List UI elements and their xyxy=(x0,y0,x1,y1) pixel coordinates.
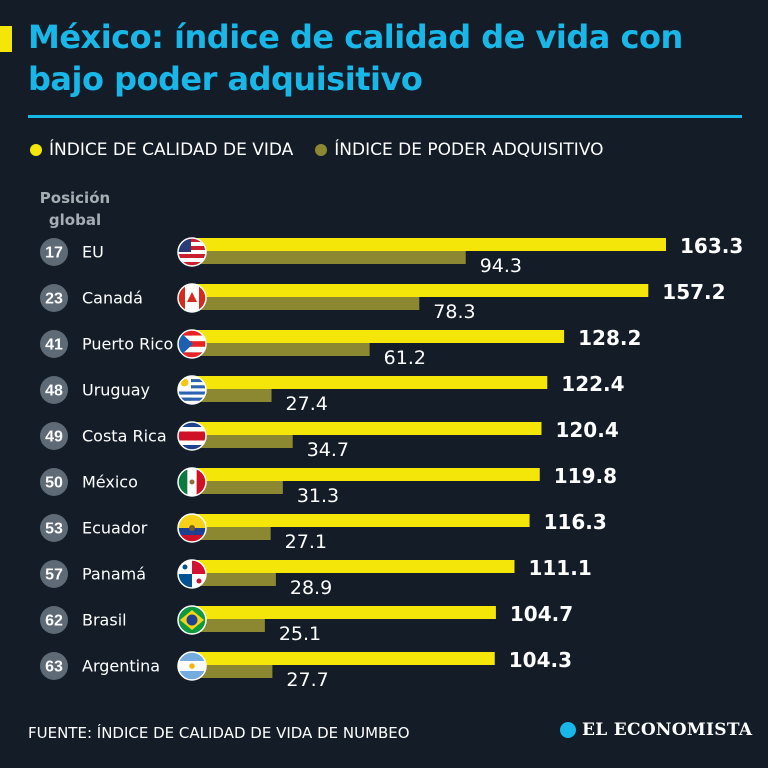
costa-rica-flag-icon xyxy=(177,421,207,451)
bar-quality xyxy=(192,652,495,665)
legend-dot-quality xyxy=(30,144,42,156)
bar-power xyxy=(192,251,466,264)
bar-quality xyxy=(192,238,666,251)
country-label: Puerto Rico xyxy=(82,335,173,354)
brand-icon xyxy=(560,722,576,738)
legend-dot-power xyxy=(315,144,328,156)
legend-label-quality: ÍNDICE DE CALIDAD DE VIDA xyxy=(49,140,294,160)
value-label-power: 31.3 xyxy=(297,485,339,507)
value-label-quality: 128.2 xyxy=(578,326,641,350)
rank-badge xyxy=(40,560,68,588)
rank-column-header: Posición global xyxy=(39,189,111,229)
ecuador-flag-icon xyxy=(177,513,207,543)
value-label-quality: 119.8 xyxy=(554,464,617,488)
value-label-quality: 116.3 xyxy=(544,510,607,534)
bar-power xyxy=(192,527,271,540)
usa-flag-icon xyxy=(177,237,207,267)
legend: ÍNDICE DE CALIDAD DE VIDA ÍNDICE DE PODE… xyxy=(30,138,604,162)
bar-quality xyxy=(192,284,649,297)
rank-number: 57 xyxy=(45,567,63,584)
source-note: FUENTE: ÍNDICE DE CALIDAD DE VIDA DE NUM… xyxy=(28,724,410,742)
mexico-flag-icon xyxy=(177,467,207,497)
bar-power xyxy=(192,481,283,494)
bar-power xyxy=(192,297,420,310)
country-label: Canadá xyxy=(82,289,143,308)
value-label-quality: 104.3 xyxy=(509,648,572,672)
chart-title: México: índice de calidad de vida con ba… xyxy=(28,18,683,98)
value-label-quality: 157.2 xyxy=(662,280,725,304)
bar-quality xyxy=(192,468,540,481)
value-label-quality: 163.3 xyxy=(680,234,743,258)
puerto-rico-flag-icon xyxy=(177,329,207,359)
value-label-quality: 111.1 xyxy=(528,556,591,580)
value-label-power: 78.3 xyxy=(433,301,475,323)
country-label: México xyxy=(82,473,138,492)
rank-badge xyxy=(40,330,68,358)
country-label: EU xyxy=(82,243,104,262)
country-label: Argentina xyxy=(82,657,160,676)
bar-power xyxy=(192,573,276,586)
value-label-power: 28.9 xyxy=(290,577,332,599)
value-label-quality: 120.4 xyxy=(555,418,618,442)
bar-power xyxy=(192,619,265,632)
rank-badge xyxy=(40,376,68,404)
value-label-power: 27.4 xyxy=(286,393,328,415)
brasil-flag-icon xyxy=(177,605,207,635)
value-label-power: 27.7 xyxy=(286,669,328,691)
bar-power xyxy=(192,389,272,402)
rank-number: 63 xyxy=(45,659,63,676)
rank-badge xyxy=(40,514,68,542)
uruguay-flag-icon xyxy=(177,375,207,405)
bar-quality xyxy=(192,330,565,343)
legend-item-power: ÍNDICE DE PODER ADQUISITIVO xyxy=(315,140,604,160)
country-label: Uruguay xyxy=(82,381,150,400)
value-label-power: 25.1 xyxy=(279,623,321,645)
brand-logo: EL ECONOMISTA xyxy=(560,720,752,740)
title-accent-bar xyxy=(0,26,12,52)
rank-badge xyxy=(40,606,68,634)
rank-number: 49 xyxy=(45,429,63,446)
rank-badge xyxy=(40,468,68,496)
rank-number: 23 xyxy=(45,291,63,308)
rank-number: 62 xyxy=(45,613,63,630)
value-label-quality: 104.7 xyxy=(510,602,573,626)
bar-quality xyxy=(192,514,530,527)
rank-number: 48 xyxy=(45,383,63,400)
legend-item-quality: ÍNDICE DE CALIDAD DE VIDA xyxy=(30,140,293,160)
bar-power xyxy=(192,665,273,678)
country-label: Costa Rica xyxy=(82,427,167,446)
rank-badge xyxy=(40,284,68,312)
title-divider xyxy=(28,115,742,118)
value-label-power: 94.3 xyxy=(480,255,522,277)
value-label-power: 34.7 xyxy=(307,439,349,461)
bar-quality xyxy=(192,376,548,389)
rank-number: 41 xyxy=(45,337,63,354)
bar-power xyxy=(192,435,293,448)
argentina-flag-icon xyxy=(177,651,207,681)
canada-flag-icon xyxy=(177,283,207,313)
country-label: Panamá xyxy=(82,565,146,584)
bar-quality xyxy=(192,422,542,435)
country-label: Ecuador xyxy=(82,519,148,538)
bar-quality xyxy=(192,606,496,619)
panama-flag-icon xyxy=(177,559,207,589)
value-label-power: 61.2 xyxy=(384,347,426,369)
bar-quality xyxy=(192,560,515,573)
value-label-power: 27.1 xyxy=(285,531,327,553)
legend-label-power: ÍNDICE DE PODER ADQUISITIVO xyxy=(334,140,604,160)
rank-badge xyxy=(40,238,68,266)
value-label-quality: 122.4 xyxy=(561,372,624,396)
bar-power xyxy=(192,343,370,356)
brand-name: EL ECONOMISTA xyxy=(582,720,753,740)
country-label: Brasil xyxy=(82,611,127,630)
rank-number: 50 xyxy=(45,475,63,492)
rank-number: 17 xyxy=(45,245,63,262)
rank-number: 53 xyxy=(45,521,63,538)
rank-badge xyxy=(40,652,68,680)
rank-badge xyxy=(40,422,68,450)
